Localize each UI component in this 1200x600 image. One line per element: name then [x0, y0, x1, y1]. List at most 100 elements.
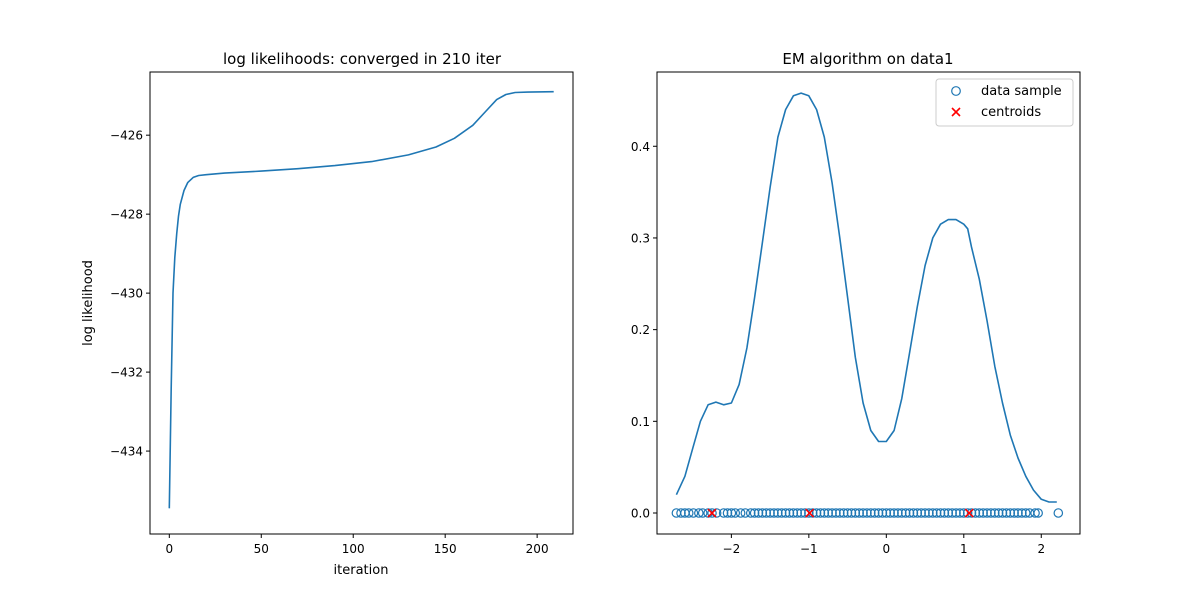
left-chart-title: log likelihoods: converged in 210 iter [223, 50, 502, 68]
log-likelihood-panel: log likelihoods: converged in 210 iter 0… [81, 50, 574, 578]
y-tick-label: 0.3 [631, 231, 650, 245]
data-sample-point [749, 508, 760, 518]
legend: data sample centroids [935, 78, 1074, 127]
data-sample-point [850, 508, 861, 518]
data-sample-point [935, 508, 946, 518]
data-sample-point [769, 508, 779, 518]
data-sample-point [784, 508, 795, 518]
data-sample-point [697, 508, 708, 518]
data-sample-point [792, 508, 803, 518]
x-tick-label: 0 [165, 542, 173, 556]
data-sample-point [966, 508, 977, 518]
data-sample-point [842, 508, 853, 518]
data-sample-point [862, 508, 872, 518]
y-tick-label: −432 [110, 366, 143, 380]
data-sample-point [1001, 508, 1012, 518]
data-sample-point [974, 508, 985, 518]
data-sample-point [838, 508, 849, 518]
data-sample-point [722, 508, 733, 518]
x-tick-label: −1 [800, 542, 818, 556]
data-sample-point [924, 508, 934, 518]
data-sample-point [951, 508, 961, 518]
data-sample-point [877, 508, 888, 518]
legend-data-sample-label: data sample [981, 84, 1062, 99]
data-sample-point [730, 508, 741, 518]
data-sample-point [897, 508, 907, 518]
x-tick-label: 100 [342, 542, 365, 556]
data-sample-point [900, 508, 911, 518]
data-sample-point [1005, 508, 1016, 518]
data-sample-point [993, 508, 1004, 518]
data-sample-point [804, 508, 814, 518]
y-tick-label: 0.0 [631, 507, 650, 521]
left-axes-frame [149, 71, 574, 535]
data-sample-point [958, 508, 969, 518]
data-sample-point [688, 508, 699, 518]
data-sample-point [1033, 508, 1043, 518]
data-sample-point [970, 508, 981, 518]
data-sample-point [823, 508, 834, 518]
data-sample-point [796, 508, 806, 518]
x-tick-label: 2 [1037, 542, 1045, 556]
data-sample-point [962, 508, 973, 518]
legend-data-sample-marker [951, 86, 961, 96]
data-sample-point [986, 508, 996, 518]
data-sample-point [780, 508, 791, 518]
data-sample-point [982, 508, 992, 518]
data-sample-point [908, 508, 919, 518]
data-sample-point [831, 508, 841, 518]
left-x-axis-label: iteration [334, 563, 389, 578]
data-sample-point [955, 508, 965, 518]
data-sample-point [757, 508, 768, 518]
centroid-marker [964, 508, 974, 518]
data-sample-point [745, 508, 756, 518]
data-sample-point [912, 508, 923, 518]
data-sample-point [978, 508, 988, 518]
data-sample-point [869, 508, 880, 518]
data-sample-point [885, 508, 895, 518]
data-sample-point [1030, 508, 1040, 518]
data-sample-point [920, 508, 930, 518]
data-sample-point [997, 508, 1008, 518]
data-sample-point [931, 508, 942, 518]
x-tick-label: 150 [434, 542, 457, 556]
data-sample-point [676, 508, 686, 518]
legend-box [935, 78, 1074, 127]
data-sample-point [819, 508, 830, 518]
data-sample-point [726, 508, 737, 518]
legend-centroids-label: centroids [981, 105, 1041, 120]
y-tick-label: 0.1 [631, 415, 650, 429]
data-sample-point [718, 508, 729, 518]
data-sample-point [854, 508, 865, 518]
series-line [675, 92, 1057, 503]
em-density-plot-area [671, 92, 1064, 518]
data-sample-point [1017, 508, 1027, 518]
series-line [168, 90, 554, 509]
data-sample-point [873, 508, 884, 518]
data-sample-point [858, 508, 868, 518]
data-sample-point [683, 508, 694, 518]
data-sample-point [811, 508, 822, 518]
data-sample-point [694, 508, 704, 518]
left-x-axis: 0 50 100 150 200 [165, 534, 549, 556]
data-sample-point [1009, 508, 1019, 518]
data-sample-point [947, 508, 957, 518]
data-sample-point [835, 508, 845, 518]
data-sample-point [753, 508, 764, 518]
data-sample-point [1013, 508, 1023, 518]
data-sample-point [815, 508, 826, 518]
data-sample-point [904, 508, 915, 518]
y-tick-label: −428 [110, 208, 143, 222]
data-sample-point [889, 508, 899, 518]
data-sample-point [735, 508, 746, 518]
right-x-axis: −2 −1 0 1 2 [723, 534, 1045, 556]
y-tick-label: 0.4 [631, 140, 650, 154]
y-tick-label: −426 [110, 129, 143, 143]
left-y-axis: −434 −432 −430 −428 −426 [110, 129, 150, 459]
centroid-marker [805, 508, 815, 518]
data-sample-point [846, 508, 857, 518]
data-sample-point [765, 508, 775, 518]
data-sample-point [893, 508, 903, 518]
left-y-axis-label: log likelihood [81, 260, 96, 346]
